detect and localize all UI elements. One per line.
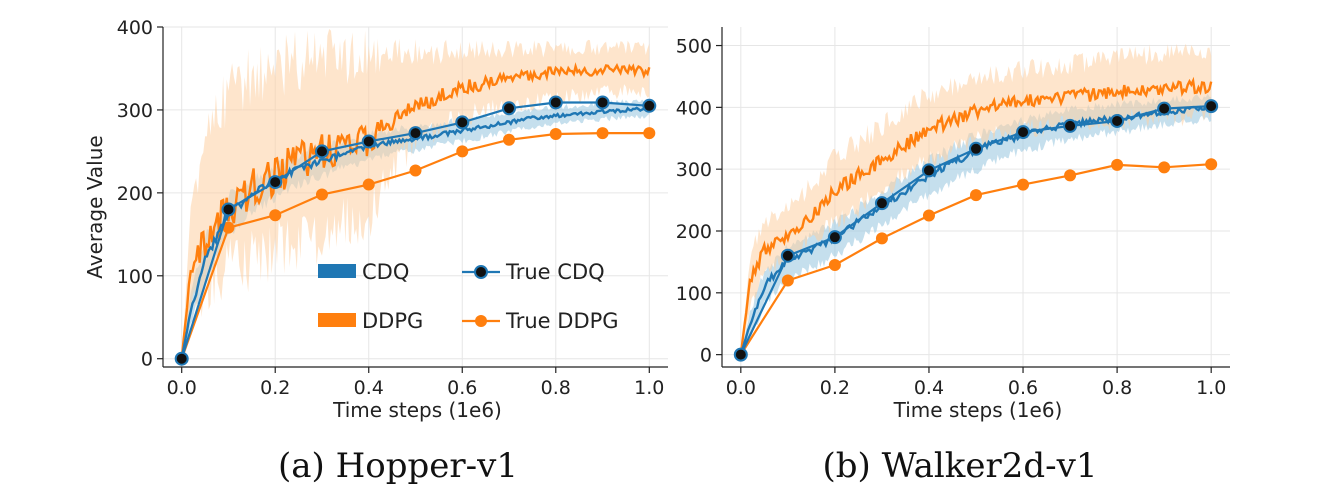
y-tick-label: 0 — [700, 345, 712, 367]
y-tick-label: 400 — [676, 97, 712, 119]
point-true-cdq — [642, 98, 657, 113]
point-true-cdq — [595, 95, 610, 110]
point-true-cdq — [268, 175, 283, 190]
x-tick-label: 1.0 — [634, 377, 664, 399]
x-tick-label: 0.0 — [167, 377, 197, 399]
point-true-cdq — [361, 134, 376, 149]
x-tick-label: 0.2 — [820, 377, 850, 399]
point-true-cdq — [314, 144, 329, 159]
point-true-ddpg — [549, 127, 562, 140]
point-true-ddpg — [875, 232, 888, 245]
point-true-cdq — [827, 230, 842, 245]
x-tick-label: 1.0 — [1196, 377, 1226, 399]
legend-swatch-cdq — [318, 264, 356, 278]
y-tick-label: 200 — [117, 183, 153, 205]
point-true-cdq — [548, 95, 563, 110]
y-tick-label: 300 — [676, 159, 712, 181]
point-true-cdq — [174, 351, 189, 366]
point-true-cdq — [221, 202, 236, 217]
band-ddpg — [181, 29, 650, 359]
point-true-cdq — [455, 115, 470, 130]
point-true-ddpg — [781, 274, 794, 287]
point-true-ddpg — [409, 164, 422, 177]
legend-label-cdq: CDQ — [362, 260, 409, 284]
caption-walker2d: (b) Walker2d-v1 — [823, 446, 1098, 486]
legend: CDQ DDPG True CDQ True DDPG — [318, 260, 619, 333]
point-true-cdq — [1204, 99, 1219, 114]
point-true-cdq — [874, 196, 889, 211]
point-true-ddpg — [315, 188, 328, 201]
x-tick-label: 0.4 — [914, 377, 944, 399]
point-true-ddpg — [269, 209, 282, 222]
legend-marker-true-ddpg — [475, 315, 487, 327]
panel-hopper: 0.0 0.2 0.4 0.6 0.8 1.0 0 100 200 300 400 Time step… — [83, 17, 668, 422]
y-tick-label: 0 — [141, 349, 153, 371]
point-true-ddpg — [1017, 178, 1030, 191]
x-tick-label: 0.8 — [1102, 377, 1132, 399]
point-true-cdq — [1063, 118, 1078, 133]
point-true-ddpg — [828, 259, 841, 271]
x-tick-label: 0.4 — [354, 377, 384, 399]
point-true-cdq — [502, 101, 517, 116]
point-true-ddpg — [596, 127, 609, 140]
x-tick-label: 0.0 — [726, 377, 756, 399]
point-true-cdq — [1157, 101, 1172, 116]
point-true-ddpg — [970, 189, 982, 202]
x-tick-label: 0.6 — [1008, 377, 1038, 399]
point-true-cdq — [969, 141, 983, 156]
point-true-cdq — [780, 248, 795, 263]
y-tick-label: 500 — [676, 36, 712, 58]
legend-label-true-cdq: True CDQ — [505, 260, 605, 284]
point-true-cdq — [1016, 125, 1031, 140]
point-true-cdq — [408, 126, 423, 141]
legend-label-ddpg: DDPG — [362, 309, 423, 333]
y-tick-label: 300 — [117, 100, 153, 122]
caption-hopper: (a) Hopper-v1 — [278, 446, 518, 486]
point-true-ddpg — [503, 133, 516, 146]
x-axis-title: Time steps (1e6) — [893, 398, 1063, 422]
panel-walker2d: 0.0 0.2 0.4 0.6 0.8 1.0 0 100 200 300 400 500 Time s… — [676, 27, 1230, 422]
x-axis-title: Time steps (1e6) — [332, 398, 502, 422]
point-true-cdq — [1110, 113, 1125, 128]
point-true-ddpg — [643, 127, 656, 140]
point-true-ddpg — [1111, 158, 1124, 171]
point-true-ddpg — [362, 178, 375, 191]
legend-marker-true-cdq — [474, 265, 488, 279]
series-line-ddpg — [180, 62, 651, 359]
point-true-ddpg — [922, 209, 935, 222]
legend-label-true-ddpg: True DDPG — [505, 309, 619, 333]
point-true-cdq — [921, 163, 936, 178]
point-true-ddpg — [222, 221, 235, 234]
point-true-cdq — [733, 347, 748, 362]
y-axis-title: Average Value — [83, 135, 107, 278]
y-tick-label: 400 — [117, 17, 153, 39]
legend-swatch-ddpg — [318, 313, 356, 327]
x-tick-label: 0.8 — [541, 377, 571, 399]
point-true-ddpg — [456, 145, 469, 158]
y-tick-label: 100 — [117, 266, 153, 288]
point-true-ddpg — [1205, 158, 1218, 171]
point-true-ddpg — [1158, 161, 1171, 174]
y-tick-label: 200 — [676, 221, 712, 243]
x-tick-label: 0.2 — [260, 377, 290, 399]
x-tick-label: 0.6 — [447, 377, 477, 399]
y-tick-label: 100 — [676, 283, 712, 305]
point-true-ddpg — [1064, 169, 1077, 182]
series-line-ddpg — [739, 76, 1213, 355]
